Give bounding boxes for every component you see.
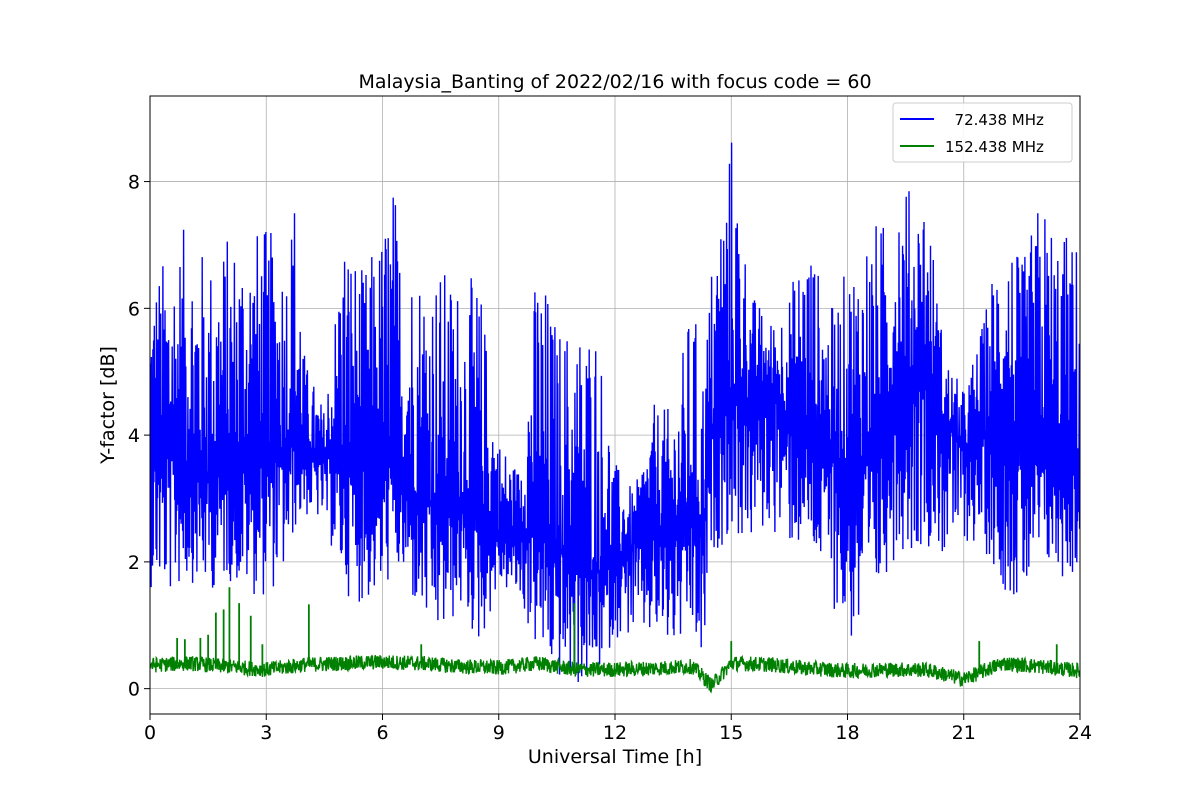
y-axis-ticks: 0 2 4 6 8: [128, 172, 150, 701]
x-tick-label: 24: [1068, 722, 1092, 744]
y-tick-label: 6: [128, 298, 140, 320]
x-tick-label: 3: [260, 722, 272, 744]
x-tick-label: 0: [144, 722, 156, 744]
series-layer: [150, 142, 1080, 694]
y-tick-label: 2: [128, 552, 140, 574]
y-axis-label: Y-factor [dB]: [97, 346, 119, 465]
x-tick-label: 12: [603, 722, 627, 744]
legend-label-152mhz: 152.438 MHz: [945, 138, 1044, 156]
legend-label-72mhz: 72.438 MHz: [945, 111, 1044, 129]
x-tick-label: 21: [952, 722, 976, 744]
y-tick-label: 8: [128, 172, 140, 194]
y-tick-label: 4: [128, 425, 140, 447]
series-line-152mhz: [150, 654, 1080, 694]
x-axis-ticks: 0 3 6 9 12 15 18 21 24: [144, 714, 1092, 744]
x-tick-label: 9: [493, 722, 505, 744]
legend-box: [892, 102, 1073, 163]
series-line-72mhz: [150, 142, 1080, 683]
x-tick-label: 15: [719, 722, 743, 744]
y-tick-label: 0: [128, 679, 140, 701]
legend: 72.438 MHz 152.438 MHz: [892, 102, 1073, 163]
chart-title: Malaysia_Banting of 2022/02/16 with focu…: [358, 71, 871, 93]
x-tick-label: 18: [835, 722, 859, 744]
x-axis-label: Universal Time [h]: [528, 746, 702, 768]
x-tick-label: 6: [376, 722, 388, 744]
